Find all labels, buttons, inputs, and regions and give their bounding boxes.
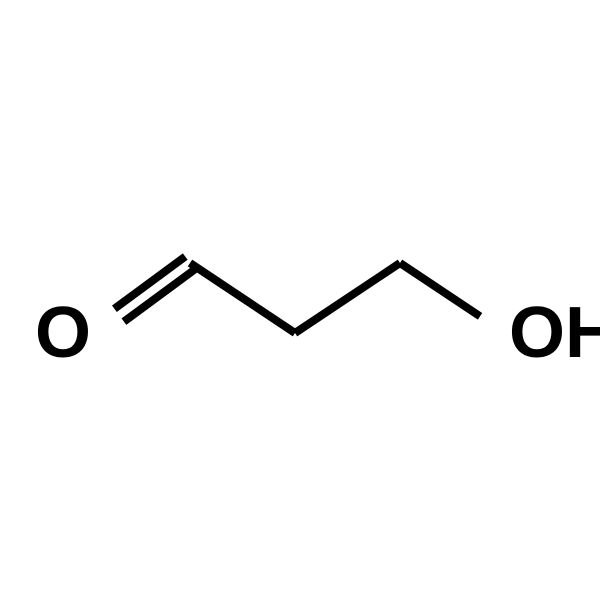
svg-text:O: O (35, 293, 91, 373)
molecule-diagram: O OH (0, 0, 600, 600)
svg-text:OH: OH (509, 293, 600, 373)
